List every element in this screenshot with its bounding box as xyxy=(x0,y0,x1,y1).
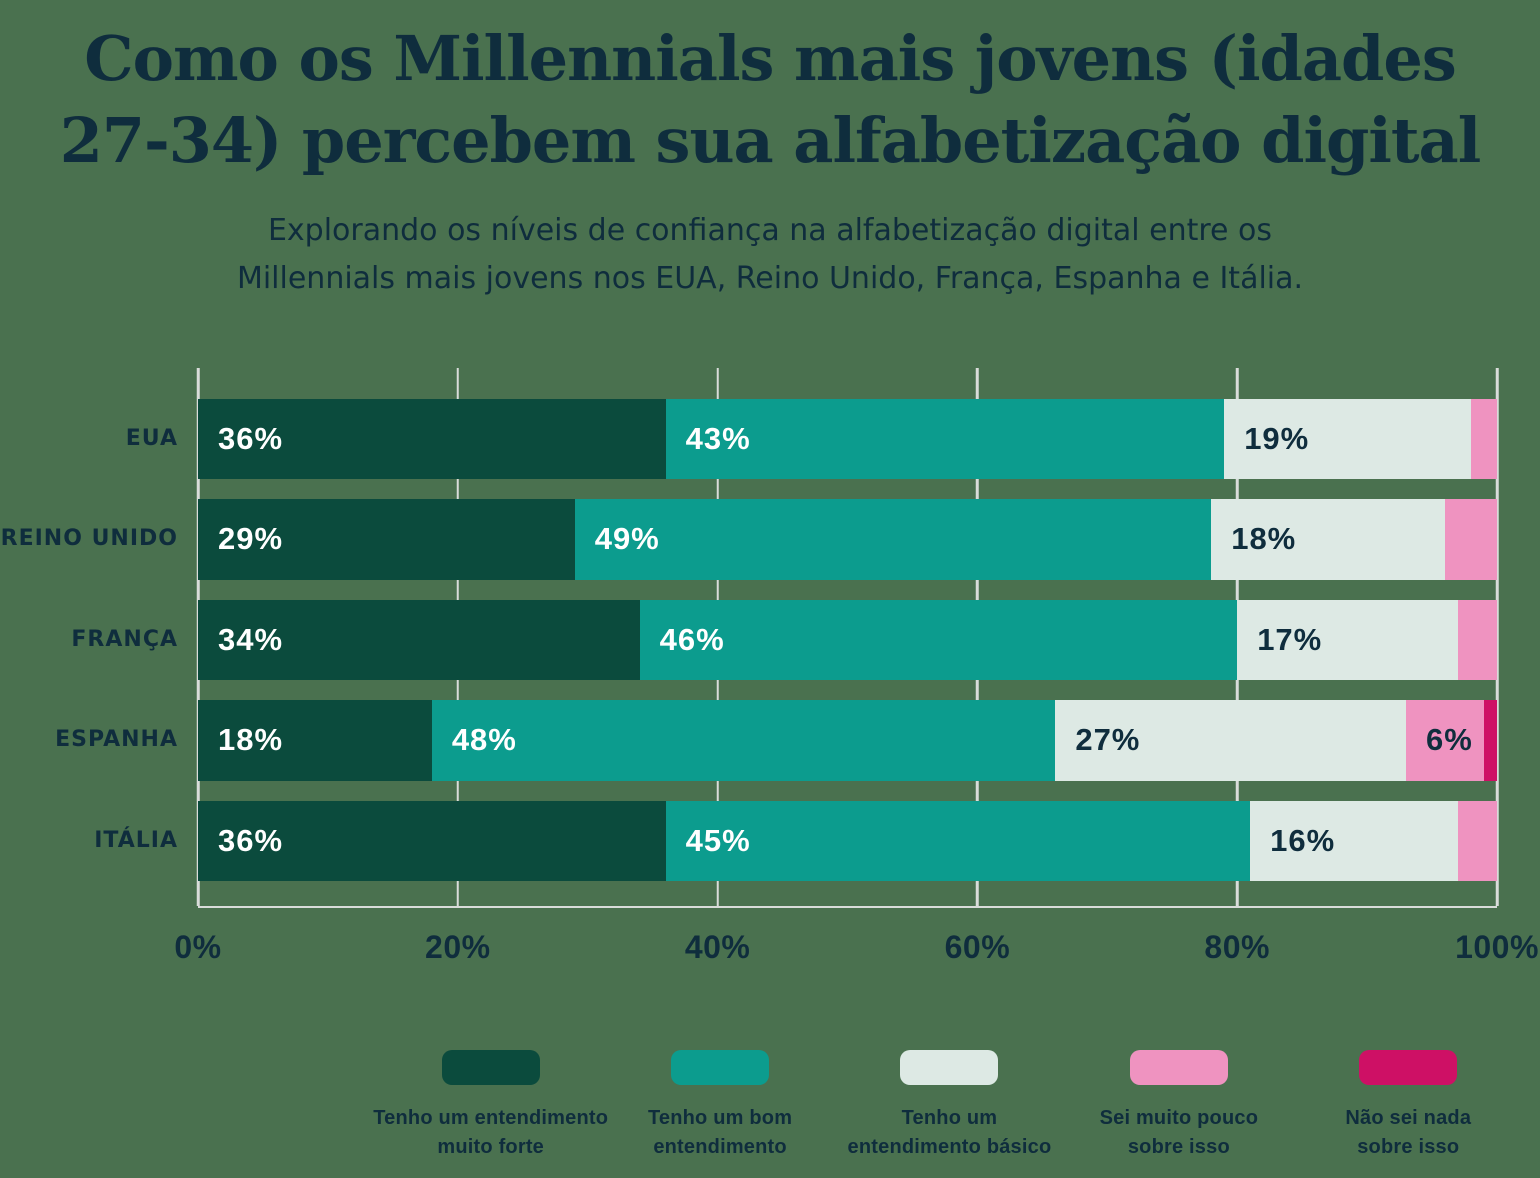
category-label: ESPANHA xyxy=(55,727,178,753)
bar-value-label: 16% xyxy=(1270,822,1336,858)
bar-segment[interactable]: 29% xyxy=(198,499,575,580)
legend: Tenho um entendimento muito forte Tenho um… xyxy=(373,1050,1523,1162)
legend-swatch xyxy=(1129,1050,1228,1085)
bar-value-label: 29% xyxy=(218,521,284,557)
bar-segment[interactable]: 43% xyxy=(665,398,1225,479)
legend-swatch xyxy=(441,1050,540,1085)
tick-label: 0% xyxy=(174,929,222,965)
legend-label: Tenho um entendimento muito forte xyxy=(373,1107,609,1158)
legend-label: Sei muito pouco sobre isso xyxy=(1099,1107,1259,1158)
category-label: EUA xyxy=(125,425,178,451)
chart-subtitle-line-2: Millennials mais jovens nos EUA, Reino U… xyxy=(236,261,1304,296)
bar-segment[interactable]: 17% xyxy=(1237,599,1459,680)
bar-segment[interactable]: 34% xyxy=(198,599,640,680)
legend-swatch xyxy=(671,1050,770,1085)
bar-row-3: 34% 46% 17% xyxy=(198,599,1497,680)
chart-subtitle-line-1: Explorando os níveis de confiança na alf… xyxy=(267,213,1273,248)
bar-value-label: 18% xyxy=(218,722,284,758)
bar-value-label: 34% xyxy=(218,621,284,657)
bar-row-4: 18% 48% 27% 6% xyxy=(198,700,1497,781)
chart-title: Como os Millennials mais jovens (idades … xyxy=(0,18,1540,182)
bar-value-label: 49% xyxy=(594,521,660,557)
bar-segment[interactable] xyxy=(1458,599,1497,680)
bar-segment[interactable]: 18% xyxy=(198,700,432,781)
bar-row-5: 36% 45% 16% xyxy=(198,800,1497,881)
bar-segment[interactable]: 36% xyxy=(198,398,666,479)
bar-segment[interactable] xyxy=(1483,700,1497,781)
tick-label: 20% xyxy=(425,929,491,965)
bar-value-label: 6% xyxy=(1426,722,1473,758)
bar-segment[interactable] xyxy=(1470,398,1497,479)
plot-area: 36% 43% 19% 29% 49% 18% 34% 46% 17% 18% 48% 27% 6% 36… xyxy=(196,368,1499,908)
chart-title-line-2: 27-34) percebem sua alfabetização digita… xyxy=(59,104,1482,177)
legend-item[interactable]: Tenho um entendimento básico xyxy=(835,1050,1064,1162)
legend-swatch xyxy=(1359,1050,1458,1085)
bar-value-label: 43% xyxy=(685,420,751,456)
bar-segment[interactable]: 19% xyxy=(1224,398,1471,479)
bar-row-1: 36% 43% 19% xyxy=(198,398,1497,479)
legend-label: Não sei nada sobre isso xyxy=(1345,1107,1472,1158)
bar-segment[interactable]: 46% xyxy=(639,599,1238,680)
chart-subtitle: Explorando os níveis de confiança na alf… xyxy=(0,207,1540,303)
bar-value-label: 19% xyxy=(1244,420,1310,456)
tick-label: 40% xyxy=(684,929,751,965)
category-label: FRANÇA xyxy=(71,626,178,652)
bar-segment[interactable] xyxy=(1445,499,1497,580)
tick-label: 80% xyxy=(1204,929,1270,965)
legend-item[interactable]: Não sei nada sobre isso xyxy=(1294,1050,1523,1162)
gridline-100pct xyxy=(1495,368,1499,906)
bar-value-label: 46% xyxy=(659,621,725,657)
bar-segment[interactable]: 36% xyxy=(198,800,666,881)
bar-value-label: 36% xyxy=(218,822,284,858)
bar-segment[interactable]: 18% xyxy=(1211,499,1446,580)
legend-item[interactable]: Sei muito pouco sobre isso xyxy=(1064,1050,1293,1162)
bar-segment[interactable]: 45% xyxy=(665,800,1251,881)
bar-value-label: 45% xyxy=(685,822,751,858)
bar-segment[interactable]: 16% xyxy=(1250,800,1458,881)
bar-segment[interactable] xyxy=(1458,800,1497,881)
category-label: ITÁLIA xyxy=(94,827,178,853)
bar-value-label: 27% xyxy=(1075,722,1141,758)
bar-value-label: 18% xyxy=(1231,521,1297,557)
bar-segment[interactable]: 49% xyxy=(574,499,1212,580)
tick-label: 60% xyxy=(944,929,1011,965)
legend-swatch xyxy=(900,1050,999,1085)
legend-item[interactable]: Tenho um entendimento muito forte xyxy=(373,1050,609,1162)
bar-row-2: 29% 49% 18% xyxy=(198,499,1497,580)
bar-segment[interactable]: 48% xyxy=(431,700,1056,781)
chart-title-line-1: Como os Millennials mais jovens (idades xyxy=(84,22,1457,95)
legend-item[interactable]: Tenho um bom entendimento xyxy=(605,1050,834,1162)
bar-segment[interactable]: 27% xyxy=(1055,700,1407,781)
category-label: REINO UNIDO xyxy=(0,526,178,552)
bar-segment[interactable]: 6% xyxy=(1406,700,1484,781)
tick-label: 100% xyxy=(1455,929,1539,965)
legend-label: Tenho um bom entendimento xyxy=(647,1107,793,1158)
bar-value-label: 36% xyxy=(218,420,284,456)
bar-value-label: 17% xyxy=(1257,621,1323,657)
legend-label: Tenho um entendimento básico xyxy=(847,1107,1052,1158)
bar-value-label: 48% xyxy=(451,722,517,758)
